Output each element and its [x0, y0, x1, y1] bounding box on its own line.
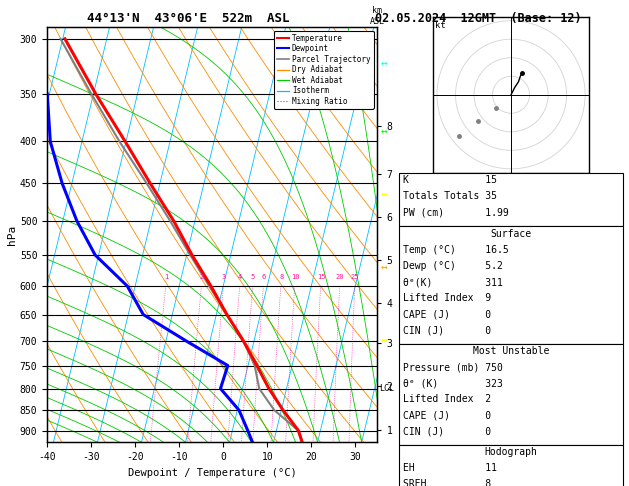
- Text: 2: 2: [200, 274, 204, 280]
- Text: 25: 25: [351, 274, 359, 280]
- Text: θᵉ (K)        323: θᵉ (K) 323: [403, 378, 503, 388]
- Text: 6: 6: [262, 274, 266, 280]
- Text: ↔: ↔: [381, 190, 387, 199]
- Text: 4: 4: [238, 274, 242, 280]
- Text: 20: 20: [336, 274, 344, 280]
- Text: Totals Totals 35: Totals Totals 35: [403, 191, 497, 201]
- Text: CAPE (J)      0: CAPE (J) 0: [403, 309, 491, 319]
- Text: K             15: K 15: [403, 175, 497, 185]
- X-axis label: Dewpoint / Temperature (°C): Dewpoint / Temperature (°C): [128, 468, 297, 478]
- Text: θᵉ(K)         311: θᵉ(K) 311: [403, 277, 503, 287]
- Text: Lifted Index  2: Lifted Index 2: [403, 394, 491, 404]
- Text: ↔: ↔: [381, 126, 387, 136]
- Text: kt: kt: [435, 21, 446, 30]
- Text: PW (cm)       1.99: PW (cm) 1.99: [403, 207, 509, 217]
- Text: SREH          8: SREH 8: [403, 479, 491, 486]
- Text: 1: 1: [164, 274, 169, 280]
- Y-axis label: hPa: hPa: [7, 225, 17, 244]
- Text: 10: 10: [291, 274, 299, 280]
- Legend: Temperature, Dewpoint, Parcel Trajectory, Dry Adiabat, Wet Adiabat, Isotherm, Mi: Temperature, Dewpoint, Parcel Trajectory…: [274, 31, 374, 109]
- Text: Surface: Surface: [491, 229, 532, 239]
- Text: km
ASL: km ASL: [370, 6, 385, 26]
- Text: Hodograph: Hodograph: [484, 447, 538, 457]
- Text: EH            11: EH 11: [403, 463, 497, 473]
- Text: 3: 3: [222, 274, 226, 280]
- Text: ↔: ↔: [381, 58, 387, 68]
- Text: 15: 15: [316, 274, 325, 280]
- Text: LCL: LCL: [379, 384, 394, 393]
- Text: 44°13'N  43°06'E  522m  ASL: 44°13'N 43°06'E 522m ASL: [87, 12, 290, 25]
- Text: ↔: ↔: [381, 335, 387, 345]
- Text: Temp (°C)     16.5: Temp (°C) 16.5: [403, 245, 509, 255]
- Text: 8: 8: [279, 274, 283, 280]
- Text: CAPE (J)      0: CAPE (J) 0: [403, 410, 491, 420]
- Text: Most Unstable: Most Unstable: [473, 346, 549, 356]
- Y-axis label: Mixing Ratio (g/kg): Mixing Ratio (g/kg): [437, 183, 446, 286]
- Text: CIN (J)       0: CIN (J) 0: [403, 426, 491, 436]
- Text: Pressure (mb) 750: Pressure (mb) 750: [403, 362, 503, 372]
- Text: ↔: ↔: [381, 262, 387, 272]
- Text: Lifted Index  9: Lifted Index 9: [403, 293, 491, 303]
- Text: 5: 5: [251, 274, 255, 280]
- Text: CIN (J)       0: CIN (J) 0: [403, 325, 491, 335]
- Text: Dewp (°C)     5.2: Dewp (°C) 5.2: [403, 261, 503, 271]
- Text: 02.05.2024  12GMT  (Base: 12): 02.05.2024 12GMT (Base: 12): [375, 12, 581, 25]
